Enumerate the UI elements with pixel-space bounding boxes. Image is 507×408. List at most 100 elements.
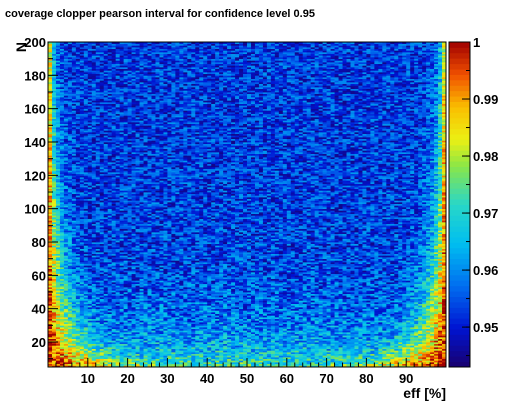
- heatmap-cell: [247, 342, 252, 345]
- heatmap-cell: [75, 348, 81, 351]
- heatmap-cell: [382, 340, 387, 343]
- heatmap-cell: [442, 348, 447, 351]
- heatmap-cell: [274, 340, 280, 343]
- heatmap-cell: [386, 360, 391, 363]
- heatmap-cell: [290, 337, 296, 340]
- heatmap-cell: [111, 360, 117, 363]
- heatmap-cell: [151, 333, 156, 336]
- heatmap-cell: [394, 333, 399, 336]
- heatmap-cell: [258, 345, 264, 348]
- heatmap-cell: [346, 358, 351, 361]
- heatmap-cell: [83, 352, 89, 355]
- heatmap-cell: [430, 355, 435, 358]
- heatmap-cell: [422, 345, 427, 348]
- heatmap-cell: [219, 360, 224, 363]
- heatmap-cell: [422, 335, 427, 338]
- heatmap-cell: [207, 332, 212, 335]
- heatmap-cell: [119, 347, 124, 350]
- heatmap-cell: [422, 352, 427, 355]
- heatmap-cell: [219, 333, 224, 336]
- heatmap-cell: [239, 362, 244, 365]
- heatmap-cell: [258, 335, 264, 338]
- heatmap-cell: [386, 350, 391, 353]
- heatmap-cell: [334, 338, 339, 341]
- heatmap-cell: [278, 342, 284, 345]
- heatmap-cell: [155, 352, 160, 355]
- heatmap-cell: [231, 337, 236, 340]
- heatmap-cell: [119, 342, 124, 345]
- heatmap-cell: [155, 337, 160, 340]
- heatmap-cell: [235, 357, 240, 360]
- heatmap-cell: [119, 358, 124, 361]
- heatmap-cell: [215, 348, 220, 351]
- heatmap-cell: [346, 333, 351, 336]
- heatmap-cell: [55, 332, 61, 335]
- heatmap-cell: [207, 362, 212, 365]
- heatmap-cell: [254, 337, 260, 340]
- heatmap-cell: [410, 362, 415, 365]
- heatmap-cell: [175, 335, 180, 338]
- heatmap-cell: [386, 345, 391, 348]
- heatmap-cell: [111, 340, 117, 343]
- heatmap-cell: [91, 347, 97, 350]
- heatmap-cell: [290, 343, 296, 346]
- heatmap-cell: [163, 357, 168, 360]
- heatmap-cell: [282, 333, 288, 336]
- heatmap-cell: [99, 345, 105, 348]
- heatmap-cell: [346, 347, 351, 350]
- heatmap-cell: [286, 338, 292, 341]
- heatmap-cell: [123, 345, 128, 348]
- heatmap-cell: [342, 363, 347, 366]
- heatmap-cell: [127, 365, 132, 368]
- heatmap-cell: [87, 352, 93, 355]
- heatmap-cell: [270, 357, 276, 360]
- heatmap-cell: [223, 350, 228, 353]
- heatmap-cell: [418, 347, 423, 350]
- heatmap-cell: [410, 348, 415, 351]
- heatmap-cell: [302, 342, 308, 345]
- heatmap-cell: [442, 335, 447, 338]
- heatmap-cell: [75, 358, 81, 361]
- heatmap-cell: [95, 332, 101, 335]
- heatmap-cell: [51, 357, 57, 360]
- heatmap-cell: [418, 355, 423, 358]
- heatmap-cell: [302, 333, 308, 336]
- heatmap-cell: [262, 353, 268, 356]
- heatmap-cell: [394, 365, 399, 368]
- heatmap-cell: [286, 333, 292, 336]
- heatmap-cell: [159, 360, 164, 363]
- heatmap-cell: [254, 340, 260, 343]
- heatmap-cell: [48, 345, 53, 348]
- heatmap-cell: [155, 347, 160, 350]
- heatmap-cell: [107, 363, 113, 366]
- heatmap-cell: [418, 333, 423, 336]
- heatmap-cell: [135, 358, 140, 361]
- heatmap-cell: [179, 333, 184, 336]
- heatmap-cell: [366, 333, 371, 336]
- heatmap-cell: [139, 357, 144, 360]
- heatmap-cell: [322, 333, 327, 336]
- heatmap-cell: [79, 363, 85, 366]
- heatmap-cell: [231, 350, 236, 353]
- heatmap-cell: [310, 333, 316, 336]
- heatmap-cell: [127, 363, 132, 366]
- heatmap-cell: [306, 360, 312, 363]
- heatmap-cell: [314, 340, 319, 343]
- heatmap-cell: [330, 340, 335, 343]
- heatmap-cell: [406, 352, 411, 355]
- heatmap-cell: [203, 355, 208, 358]
- heatmap-cell: [314, 365, 319, 368]
- heatmap-cell: [310, 335, 316, 338]
- heatmap-cell: [219, 352, 224, 355]
- heatmap-cell: [171, 335, 176, 338]
- heatmap-cell: [207, 338, 212, 341]
- heatmap-cell: [254, 350, 260, 353]
- heatmap-cell: [123, 355, 128, 358]
- heatmap-cell: [402, 337, 407, 340]
- heatmap-cell: [434, 363, 439, 366]
- heatmap-cell: [390, 363, 395, 366]
- heatmap-cell: [63, 333, 69, 336]
- heatmap-cell: [83, 333, 89, 336]
- heatmap-cell: [306, 342, 312, 345]
- heatmap-cell: [163, 332, 168, 335]
